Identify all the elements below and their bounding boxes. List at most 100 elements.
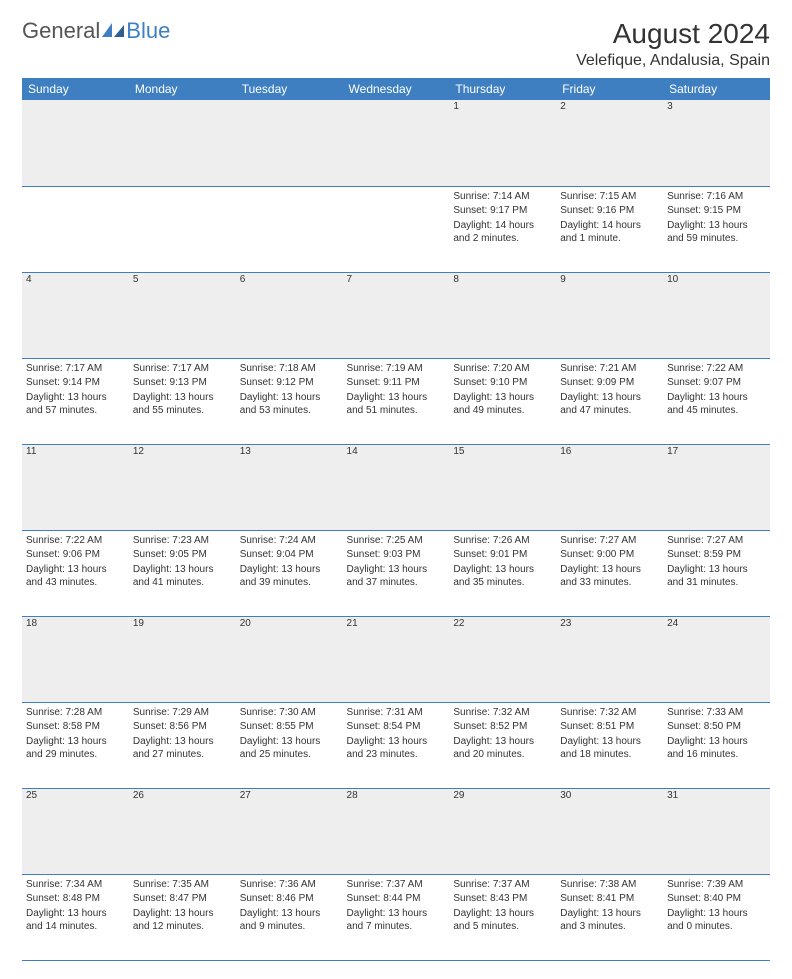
sunrise-text: Sunrise: 7:23 AM — [133, 534, 232, 548]
day-cell: Sunrise: 7:24 AMSunset: 9:04 PMDaylight:… — [236, 530, 343, 616]
sunrise-text: Sunrise: 7:37 AM — [453, 878, 552, 892]
sunset-text: Sunset: 9:16 PM — [560, 204, 659, 218]
day-number: 23 — [556, 616, 663, 702]
day-number: 27 — [236, 788, 343, 874]
sunset-text: Sunset: 8:47 PM — [133, 892, 232, 906]
daylight-text: Daylight: 13 hours and 57 minutes. — [26, 391, 125, 418]
calendar-body: 123Sunrise: 7:14 AMSunset: 9:17 PMDaylig… — [22, 100, 770, 960]
sunset-text: Sunset: 8:50 PM — [667, 720, 766, 734]
sunrise-text: Sunrise: 7:37 AM — [347, 878, 446, 892]
day-cell: Sunrise: 7:14 AMSunset: 9:17 PMDaylight:… — [449, 186, 556, 272]
day-number: 3 — [663, 100, 770, 186]
week-row: Sunrise: 7:14 AMSunset: 9:17 PMDaylight:… — [22, 186, 770, 272]
day-number: 9 — [556, 272, 663, 358]
daylight-text: Daylight: 13 hours and 27 minutes. — [133, 735, 232, 762]
sunrise-text: Sunrise: 7:38 AM — [560, 878, 659, 892]
sunset-text: Sunset: 8:59 PM — [667, 548, 766, 562]
day-cell: Sunrise: 7:18 AMSunset: 9:12 PMDaylight:… — [236, 358, 343, 444]
daylight-text: Daylight: 13 hours and 18 minutes. — [560, 735, 659, 762]
day-number: 28 — [343, 788, 450, 874]
sunrise-text: Sunrise: 7:32 AM — [453, 706, 552, 720]
sunset-text: Sunset: 8:41 PM — [560, 892, 659, 906]
sunset-text: Sunset: 9:04 PM — [240, 548, 339, 562]
weekday-header: Tuesday — [236, 78, 343, 100]
day-number: 4 — [22, 272, 129, 358]
day-number: 13 — [236, 444, 343, 530]
sunrise-text: Sunrise: 7:20 AM — [453, 362, 552, 376]
sunset-text: Sunset: 8:44 PM — [347, 892, 446, 906]
day-number: 29 — [449, 788, 556, 874]
sunrise-text: Sunrise: 7:29 AM — [133, 706, 232, 720]
day-cell: Sunrise: 7:32 AMSunset: 8:52 PMDaylight:… — [449, 702, 556, 788]
header: General Blue August 2024 Velefique, Anda… — [22, 18, 770, 70]
sunset-text: Sunset: 9:10 PM — [453, 376, 552, 390]
day-cell: Sunrise: 7:32 AMSunset: 8:51 PMDaylight:… — [556, 702, 663, 788]
sunset-text: Sunset: 8:58 PM — [26, 720, 125, 734]
day-cell: Sunrise: 7:22 AMSunset: 9:07 PMDaylight:… — [663, 358, 770, 444]
day-number — [236, 100, 343, 186]
daylight-text: Daylight: 14 hours and 2 minutes. — [453, 219, 552, 246]
daylight-text: Daylight: 13 hours and 49 minutes. — [453, 391, 552, 418]
daylight-text: Daylight: 13 hours and 14 minutes. — [26, 907, 125, 934]
sunset-text: Sunset: 8:48 PM — [26, 892, 125, 906]
sunrise-text: Sunrise: 7:27 AM — [560, 534, 659, 548]
daylight-text: Daylight: 13 hours and 25 minutes. — [240, 735, 339, 762]
sunset-text: Sunset: 8:54 PM — [347, 720, 446, 734]
daylight-text: Daylight: 13 hours and 47 minutes. — [560, 391, 659, 418]
sunrise-text: Sunrise: 7:19 AM — [347, 362, 446, 376]
weekday-header: Wednesday — [343, 78, 450, 100]
day-cell: Sunrise: 7:28 AMSunset: 8:58 PMDaylight:… — [22, 702, 129, 788]
day-number: 15 — [449, 444, 556, 530]
day-cell: Sunrise: 7:33 AMSunset: 8:50 PMDaylight:… — [663, 702, 770, 788]
day-number: 26 — [129, 788, 236, 874]
day-number: 2 — [556, 100, 663, 186]
day-cell: Sunrise: 7:38 AMSunset: 8:41 PMDaylight:… — [556, 874, 663, 960]
sunset-text: Sunset: 9:05 PM — [133, 548, 232, 562]
daylight-text: Daylight: 13 hours and 51 minutes. — [347, 391, 446, 418]
daylight-text: Daylight: 13 hours and 45 minutes. — [667, 391, 766, 418]
sunset-text: Sunset: 8:43 PM — [453, 892, 552, 906]
day-cell: Sunrise: 7:16 AMSunset: 9:15 PMDaylight:… — [663, 186, 770, 272]
day-number: 25 — [22, 788, 129, 874]
day-cell: Sunrise: 7:17 AMSunset: 9:13 PMDaylight:… — [129, 358, 236, 444]
daylight-text: Daylight: 13 hours and 41 minutes. — [133, 563, 232, 590]
location: Velefique, Andalusia, Spain — [576, 52, 770, 70]
day-number: 17 — [663, 444, 770, 530]
day-number: 30 — [556, 788, 663, 874]
daylight-text: Daylight: 13 hours and 16 minutes. — [667, 735, 766, 762]
day-cell: Sunrise: 7:23 AMSunset: 9:05 PMDaylight:… — [129, 530, 236, 616]
sunrise-text: Sunrise: 7:31 AM — [347, 706, 446, 720]
daylight-text: Daylight: 13 hours and 53 minutes. — [240, 391, 339, 418]
sunrise-text: Sunrise: 7:22 AM — [26, 534, 125, 548]
day-number: 5 — [129, 272, 236, 358]
sunset-text: Sunset: 8:46 PM — [240, 892, 339, 906]
sunset-text: Sunset: 9:17 PM — [453, 204, 552, 218]
sunset-text: Sunset: 9:11 PM — [347, 376, 446, 390]
sunrise-text: Sunrise: 7:24 AM — [240, 534, 339, 548]
day-cell: Sunrise: 7:39 AMSunset: 8:40 PMDaylight:… — [663, 874, 770, 960]
day-cell: Sunrise: 7:27 AMSunset: 9:00 PMDaylight:… — [556, 530, 663, 616]
sunrise-text: Sunrise: 7:34 AM — [26, 878, 125, 892]
day-cell: Sunrise: 7:35 AMSunset: 8:47 PMDaylight:… — [129, 874, 236, 960]
day-cell: Sunrise: 7:29 AMSunset: 8:56 PMDaylight:… — [129, 702, 236, 788]
week-row: Sunrise: 7:28 AMSunset: 8:58 PMDaylight:… — [22, 702, 770, 788]
weekday-header: Friday — [556, 78, 663, 100]
sunrise-text: Sunrise: 7:33 AM — [667, 706, 766, 720]
sunrise-text: Sunrise: 7:16 AM — [667, 190, 766, 204]
daylight-text: Daylight: 13 hours and 0 minutes. — [667, 907, 766, 934]
day-cell: Sunrise: 7:22 AMSunset: 9:06 PMDaylight:… — [22, 530, 129, 616]
day-cell: Sunrise: 7:19 AMSunset: 9:11 PMDaylight:… — [343, 358, 450, 444]
calendar-table: Sunday Monday Tuesday Wednesday Thursday… — [22, 78, 770, 961]
daynum-row: 123 — [22, 100, 770, 186]
day-number — [22, 100, 129, 186]
page: General Blue August 2024 Velefique, Anda… — [0, 0, 792, 979]
week-row: Sunrise: 7:22 AMSunset: 9:06 PMDaylight:… — [22, 530, 770, 616]
daylight-text: Daylight: 13 hours and 5 minutes. — [453, 907, 552, 934]
day-number: 6 — [236, 272, 343, 358]
daylight-text: Daylight: 13 hours and 37 minutes. — [347, 563, 446, 590]
day-number: 7 — [343, 272, 450, 358]
sunrise-text: Sunrise: 7:32 AM — [560, 706, 659, 720]
day-number: 24 — [663, 616, 770, 702]
sunrise-text: Sunrise: 7:26 AM — [453, 534, 552, 548]
daylight-text: Daylight: 13 hours and 7 minutes. — [347, 907, 446, 934]
